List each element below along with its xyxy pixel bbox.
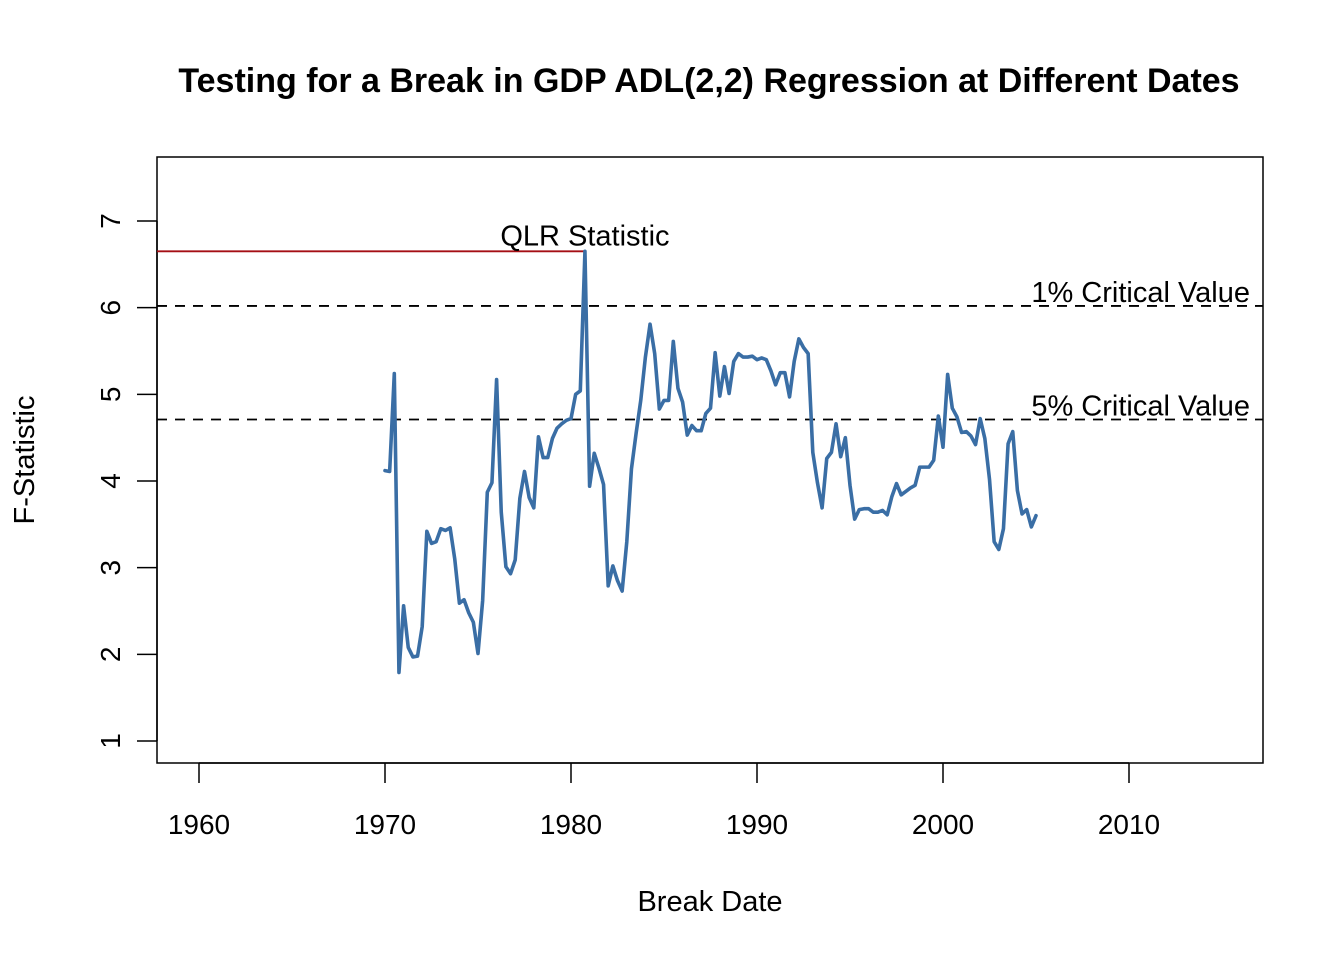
y-tick-label: 5: [95, 387, 126, 403]
x-tick-label: 1990: [726, 809, 788, 840]
series-group: [383, 249, 1038, 675]
y-tick-label: 2: [95, 647, 126, 663]
x-tick-label: 1960: [168, 809, 230, 840]
y-axis: 1 2 3 4 5 6 7: [95, 213, 158, 749]
plot-frame: [156, 156, 1264, 764]
y-axis-label: F-Statistic: [9, 396, 41, 525]
x-axis: 1960 1970 1980 1990 2000 2010: [168, 762, 1160, 840]
x-tick-label: 1970: [354, 809, 416, 840]
series-line-f-statistic: [383, 249, 1038, 675]
x-tick-label: 2010: [1098, 809, 1160, 840]
y-tick-label: 1: [95, 733, 126, 749]
critical-value-label: 5% Critical Value: [1031, 390, 1250, 422]
y-tick-label: 7: [95, 213, 126, 229]
x-tick-label: 1980: [540, 809, 602, 840]
critical-value-label: 1% Critical Value: [1031, 277, 1250, 309]
y-tick-label: 4: [95, 473, 126, 489]
y-tick-label: 3: [95, 560, 126, 576]
y-tick-label: 6: [95, 300, 126, 316]
x-axis-label: Break Date: [637, 886, 782, 918]
qlr-annotation: QLR Statistic: [157, 220, 670, 252]
chart-title: Testing for a Break in GDP ADL(2,2) Regr…: [178, 62, 1239, 100]
qlr-label: QLR Statistic: [500, 220, 669, 252]
x-tick-label: 2000: [912, 809, 974, 840]
critical-value-lines: 1% Critical Value 5% Critical Value: [157, 277, 1263, 422]
